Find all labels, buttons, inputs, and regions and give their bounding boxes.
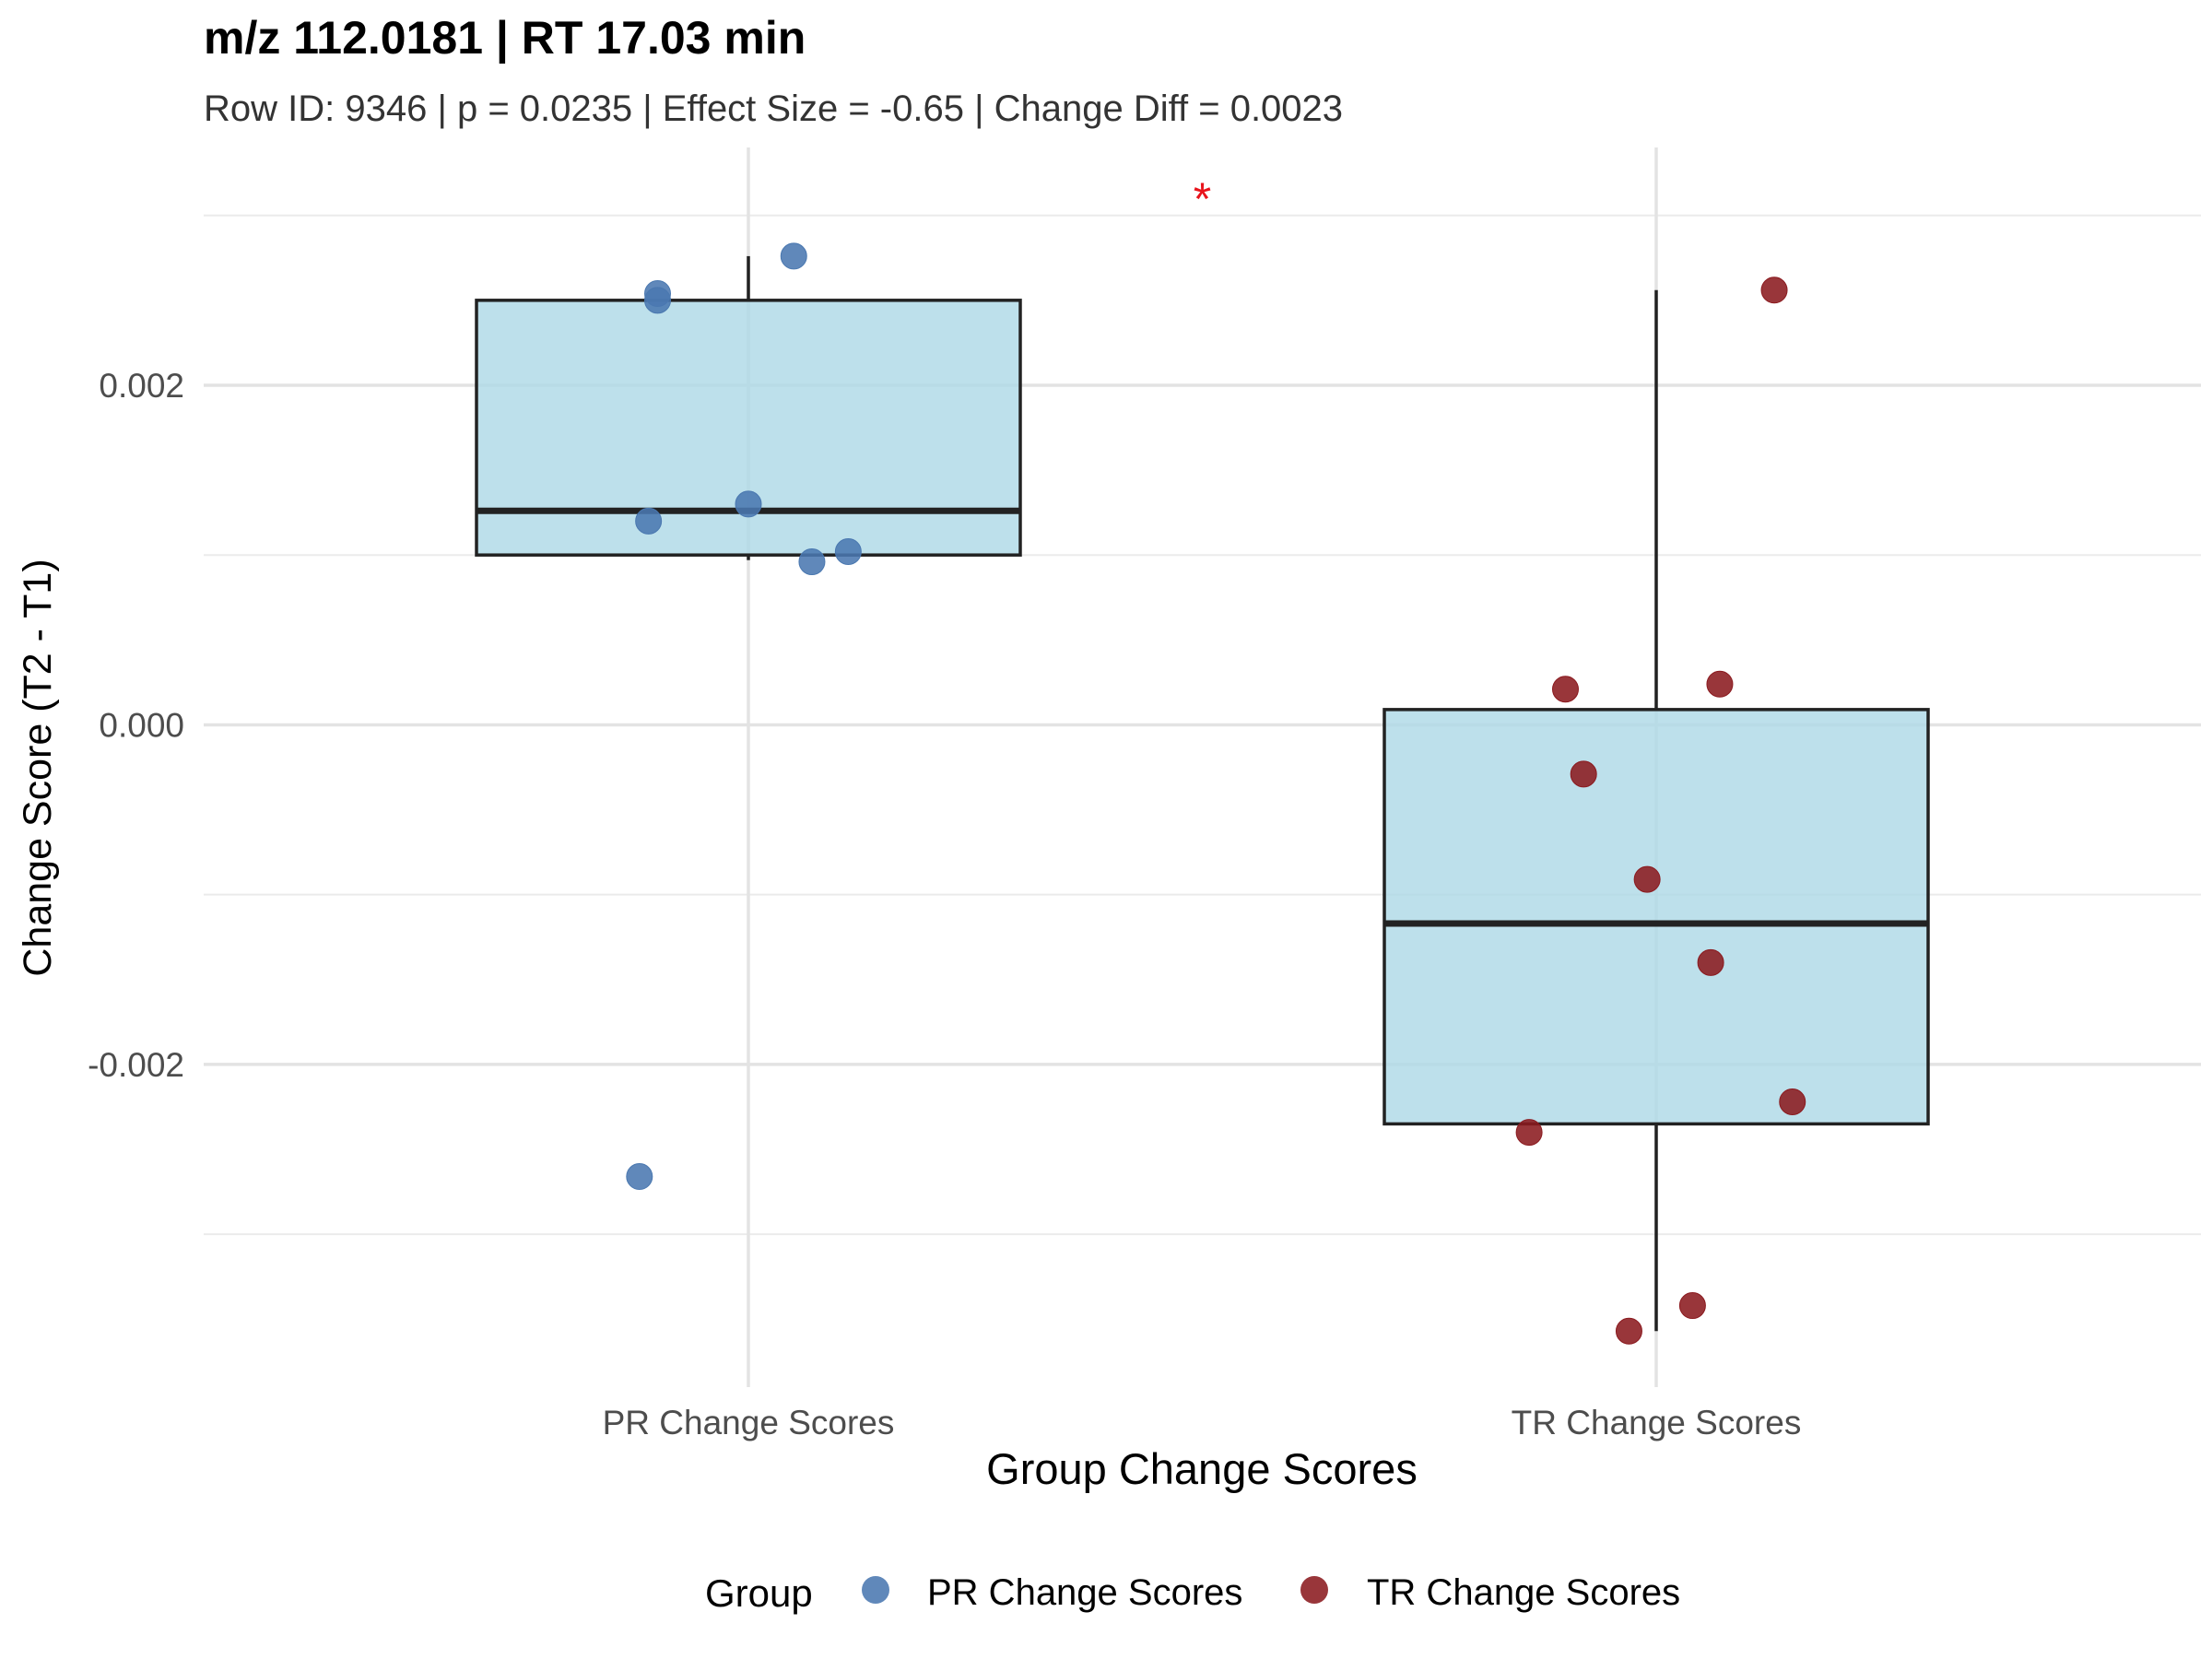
iqr-box [1382, 708, 1930, 1126]
x-tick-label: PR Change Scores [603, 1404, 895, 1441]
y-tick-label: -0.002 [88, 1046, 184, 1084]
legend-key [862, 1576, 889, 1604]
data-point [834, 538, 862, 566]
data-point [1570, 760, 1597, 788]
data-point [1706, 670, 1734, 698]
chart-subtitle: Row ID: 9346 | p = 0.0235 | Effect Size … [204, 88, 1343, 129]
legend-title: Group [705, 1571, 813, 1615]
data-point [1552, 676, 1579, 703]
data-point [635, 507, 663, 535]
legend: Group PR Change Scores TR Change Scores [705, 1571, 1680, 1615]
data-point [735, 490, 762, 518]
y-tick-label: 0.002 [99, 367, 184, 405]
chart-title: m/z 112.0181 | RT 17.03 min [204, 12, 806, 65]
data-point [1760, 276, 1788, 304]
data-point [626, 1163, 653, 1191]
significance-marker: * [1194, 173, 1211, 225]
data-point [1515, 1119, 1543, 1147]
legend-key [1300, 1576, 1328, 1604]
data-point [798, 548, 826, 576]
plot-area: 0.002 0.000 -0.002 PR Change Scores TR Chang… [88, 147, 2201, 1441]
legend-label: TR Change Scores [1367, 1572, 1680, 1613]
data-point [780, 242, 807, 270]
legend-label: PR Change Scores [927, 1572, 1242, 1613]
y-tick-label: 0.000 [99, 706, 184, 744]
data-point [1678, 1292, 1706, 1320]
data-point [1615, 1317, 1642, 1345]
x-axis-title: Group Change Scores [986, 1444, 1418, 1493]
data-point [1633, 865, 1661, 893]
data-point [644, 287, 671, 314]
x-tick-label: TR Change Scores [1512, 1404, 1802, 1441]
data-point [1697, 948, 1724, 976]
y-axis-title: Change Score (T2 - T1) [16, 559, 60, 976]
data-point [1779, 1088, 1806, 1115]
